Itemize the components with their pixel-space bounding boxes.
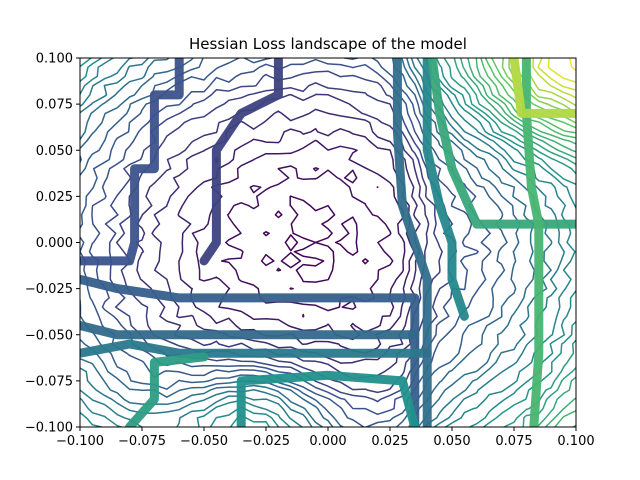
y-tick-label: 0.100 xyxy=(36,52,73,67)
y-tick-label: 0.025 xyxy=(36,190,73,205)
contour-level xyxy=(80,58,492,427)
contour-level xyxy=(547,58,576,83)
contour-wall xyxy=(392,58,432,427)
contour-wall xyxy=(199,58,283,266)
y-tick-label: 0.000 xyxy=(36,236,73,251)
contour-wall xyxy=(125,352,209,427)
contour-level xyxy=(532,58,576,99)
contour-level xyxy=(260,195,369,290)
contour-wall xyxy=(521,58,544,427)
y-axis: −0.100 −0.075 −0.050 −0.025 0.000 0.025 0.050 0… xyxy=(25,52,80,436)
contour-level xyxy=(568,58,576,72)
x-tick-label: −0.050 xyxy=(180,434,228,449)
contour-wall xyxy=(80,58,184,266)
contour-wall xyxy=(422,58,469,321)
contour-level xyxy=(537,58,576,91)
x-tick-label: 0.100 xyxy=(557,434,594,449)
x-axis: −0.100 −0.075 −0.050 −0.025 0.000 0.025 0.050 0… xyxy=(56,427,595,449)
x-tick-label: 0.000 xyxy=(309,434,346,449)
y-tick-label: −0.050 xyxy=(25,328,73,343)
contour-walls xyxy=(80,58,576,427)
contour-lines xyxy=(80,58,576,427)
x-tick-label: −0.025 xyxy=(242,434,290,449)
contour-wall xyxy=(80,274,420,427)
contour-wall xyxy=(80,321,420,340)
y-tick-label: −0.075 xyxy=(25,374,73,389)
contour-wall xyxy=(427,58,576,229)
y-tick-label: −0.025 xyxy=(25,282,73,297)
x-tick-label: −0.100 xyxy=(56,434,104,449)
contour-level xyxy=(80,58,536,427)
y-tick-label: 0.075 xyxy=(36,98,73,113)
contour-wall xyxy=(509,58,576,118)
chart-title: Hessian Loss landscape of the model xyxy=(189,35,467,53)
contour-wall xyxy=(236,370,420,427)
y-tick-label: −0.100 xyxy=(25,421,73,436)
x-tick-label: −0.075 xyxy=(118,434,166,449)
contour-level xyxy=(453,58,576,427)
y-tick-label: 0.050 xyxy=(36,144,73,159)
x-tick-label: 0.075 xyxy=(495,434,532,449)
contour-wall xyxy=(80,339,432,358)
x-tick-label: 0.050 xyxy=(433,434,470,449)
x-tick-label: 0.025 xyxy=(371,434,408,449)
contour-level xyxy=(80,58,521,427)
